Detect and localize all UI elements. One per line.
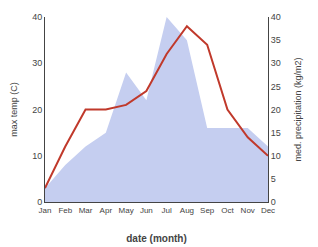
svg-text:Jun: Jun [140,206,153,215]
svg-text:Aug: Aug [180,206,194,215]
svg-text:10: 10 [32,151,42,161]
svg-text:20: 20 [32,105,42,115]
svg-text:Nov: Nov [241,206,255,215]
svg-text:20: 20 [271,105,281,115]
svg-text:med. precipitation (kg/m2): med. precipitation (kg/m2) [293,57,303,161]
svg-text:15: 15 [271,128,281,138]
svg-text:Dec: Dec [261,206,275,215]
svg-text:May: May [119,206,134,215]
svg-text:40: 40 [32,12,42,22]
svg-text:35: 35 [271,35,281,45]
svg-text:5: 5 [271,174,276,184]
svg-text:max temp (C): max temp (C) [9,82,19,137]
svg-text:Apr: Apr [100,206,113,215]
svg-text:30: 30 [271,58,281,68]
svg-text:25: 25 [271,82,281,92]
svg-text:Oct: Oct [221,206,234,215]
svg-text:Jan: Jan [39,206,52,215]
svg-text:Feb: Feb [58,206,72,215]
svg-text:Mar: Mar [79,206,93,215]
svg-text:10: 10 [271,151,281,161]
svg-text:date (month): date (month) [126,233,187,244]
svg-text:30: 30 [32,58,42,68]
svg-text:Sep: Sep [200,206,215,215]
svg-text:Jul: Jul [162,206,172,215]
svg-text:0: 0 [37,197,42,207]
svg-text:0: 0 [271,197,276,207]
svg-text:40: 40 [271,12,281,22]
